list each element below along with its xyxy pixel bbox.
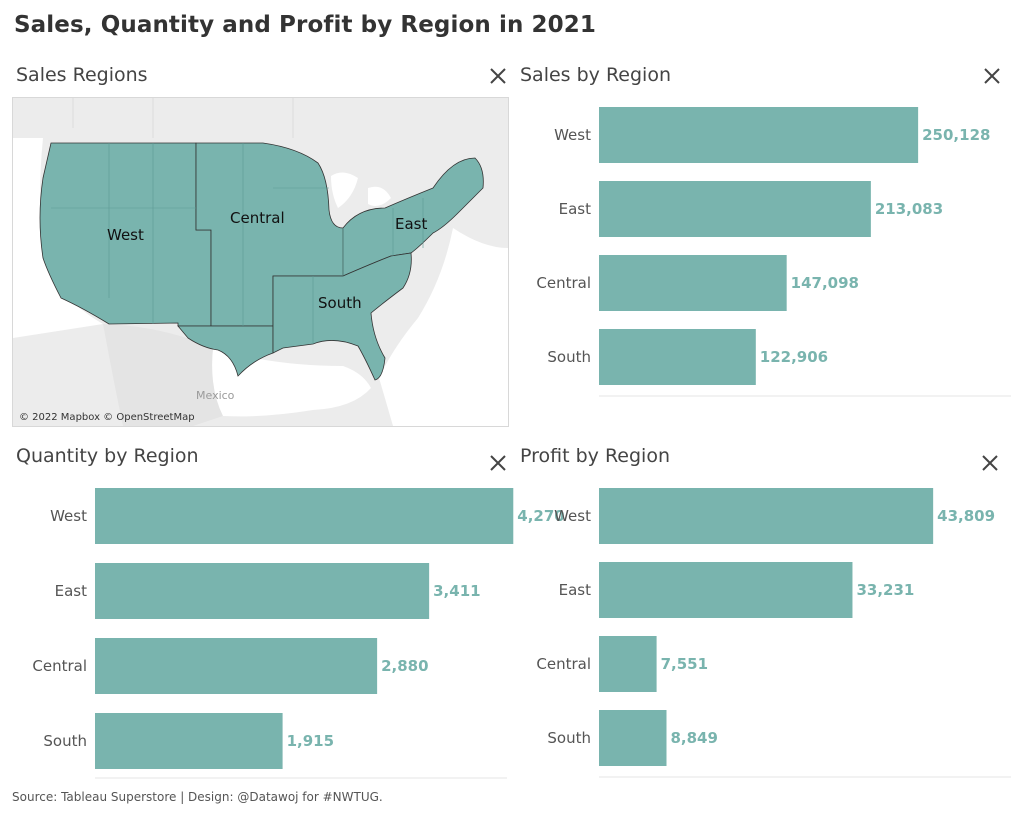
close-icon[interactable] — [488, 453, 508, 473]
profit-category-label: West — [554, 507, 591, 525]
quantity-value-label: 1,915 — [287, 732, 334, 750]
profit-bar-east[interactable] — [599, 562, 853, 618]
profit-value-label: 8,849 — [670, 729, 717, 747]
sales-bar-south[interactable] — [599, 329, 756, 385]
quantity-bar-south[interactable] — [95, 713, 283, 769]
sales-regions-title: Sales Regions — [16, 64, 148, 86]
quantity-by-region-panel: Quantity by Region West 4,270 East 3,411 Cen… — [16, 445, 565, 785]
sales-bar-east[interactable] — [599, 181, 871, 237]
quantity-value-label: 2,880 — [381, 657, 428, 675]
profit-category-label: South — [547, 729, 591, 747]
close-icon[interactable] — [982, 66, 1002, 86]
sales-category-label: Central — [536, 274, 591, 292]
map-region-east — [342, 157, 484, 277]
sales-by-region-title: Sales by Region — [520, 64, 671, 86]
quantity-category-label: East — [55, 582, 87, 600]
gulf-shape — [211, 348, 371, 417]
quantity-bar-chart: West 4,270 East 3,411 Central 2,880 South 1,915 — [32, 488, 565, 779]
sales-regions-map[interactable]: West Central East South Mexico © 2022 Ma… — [12, 97, 509, 427]
sales-category-label: East — [559, 200, 591, 218]
dashboard-title: Sales, Quantity and Profit by Region in … — [14, 12, 596, 38]
close-icon[interactable] — [980, 453, 1000, 473]
lake-shape — [368, 186, 391, 206]
sales-value-label: 122,906 — [760, 348, 828, 366]
ocean-shape — [13, 138, 103, 338]
profit-value-label: 33,231 — [856, 581, 914, 599]
profit-by-region-panel: Profit by Region West 43,809 East 33,231 Cen… — [520, 445, 1015, 785]
quantity-value-label: 4,270 — [517, 507, 564, 525]
map-label-mexico: Mexico — [196, 389, 235, 402]
map-region-central-south — [177, 325, 274, 377]
quantity-category-label: South — [43, 732, 87, 750]
source-footer: Source: Tableau Superstore | Design: @Da… — [12, 790, 383, 804]
map-region-south — [272, 252, 412, 381]
sales-category-label: South — [547, 348, 591, 366]
profit-bar-west[interactable] — [599, 488, 934, 544]
mexico-land — [103, 324, 223, 426]
profit-bar-south[interactable] — [599, 710, 667, 766]
sales-category-label: West — [554, 126, 591, 144]
quantity-by-region-title: Quantity by Region — [16, 445, 199, 467]
quantity-category-label: Central — [32, 657, 87, 675]
profit-bar-chart: West 43,809 East 33,231 Central 7,551 South 8,8… — [536, 488, 1011, 778]
quantity-category-label: West — [50, 507, 87, 525]
map-label-east: East — [395, 215, 427, 233]
quantity-bar-west[interactable] — [95, 488, 514, 544]
map-region-west — [39, 142, 212, 327]
sales-value-label: 147,098 — [791, 274, 859, 292]
profit-by-region-title: Profit by Region — [520, 445, 670, 467]
profit-bar-central[interactable] — [599, 636, 657, 692]
sales-bar-chart: West 250,128 East 213,083 Central 147,098 Sout… — [536, 107, 1011, 397]
sales-by-region-panel: Sales by Region West 250,128 East 213,083 Ce… — [520, 64, 1015, 404]
map-label-central: Central — [230, 209, 285, 227]
sales-bar-central[interactable] — [599, 255, 787, 311]
profit-value-label: 43,809 — [937, 507, 995, 525]
close-icon[interactable] — [488, 66, 508, 86]
sales-bar-west[interactable] — [599, 107, 919, 163]
profit-category-label: East — [559, 581, 591, 599]
quantity-bar-central[interactable] — [95, 638, 378, 694]
ocean-shape — [379, 228, 508, 426]
map-label-south: South — [318, 294, 362, 312]
quantity-bar-east[interactable] — [95, 563, 430, 619]
map-attribution[interactable]: © 2022 Mapbox © OpenStreetMap — [19, 412, 195, 423]
map-label-west: West — [107, 226, 144, 244]
profit-value-label: 7,551 — [661, 655, 708, 673]
sales-value-label: 213,083 — [875, 200, 943, 218]
sales-value-label: 250,128 — [922, 126, 990, 144]
map-canvas: West Central East South Mexico — [13, 98, 508, 426]
lake-shape — [331, 172, 358, 208]
profit-category-label: Central — [536, 655, 591, 673]
sales-regions-panel: Sales Regions — [16, 64, 516, 434]
quantity-value-label: 3,411 — [433, 582, 480, 600]
